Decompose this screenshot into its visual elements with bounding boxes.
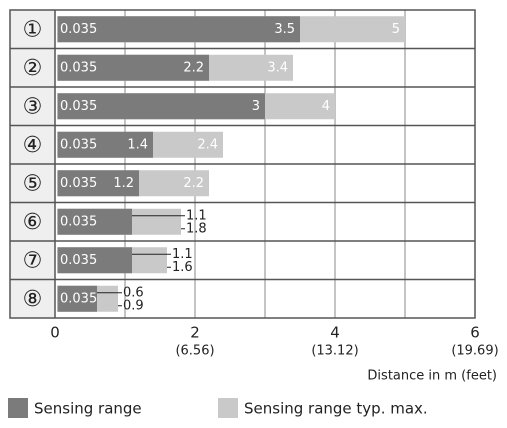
bar-range [57, 16, 301, 43]
x-tick-label: 4 [330, 324, 340, 342]
bar-range [57, 208, 133, 235]
bar-range [57, 54, 210, 81]
row-label: ⑤ [23, 171, 43, 196]
x-axis-title: Distance in m (feet) [367, 369, 497, 384]
x-tick-label: 0 [50, 324, 60, 342]
plot-border [9, 9, 476, 319]
x-tick-label: 6 [470, 324, 480, 342]
bar-range [57, 285, 97, 312]
value-label: 2.2 [183, 176, 204, 191]
min-label: 0.035 [60, 214, 97, 229]
value-label: 1.8 [186, 221, 207, 236]
legend-label: Sensing range typ. max. [244, 400, 428, 418]
bar-range [57, 170, 140, 197]
value-label: 3.5 [274, 22, 295, 37]
value-label: 0.6 [123, 285, 144, 300]
value-label: 3.4 [267, 60, 288, 75]
min-label: 0.035 [60, 176, 97, 191]
row-label: ⑦ [23, 248, 43, 273]
value-label: 4 [322, 99, 330, 114]
legend-swatch [218, 398, 238, 418]
legend-swatch [8, 398, 28, 418]
row-label: ③ [23, 94, 43, 119]
value-label: 0.9 [123, 298, 144, 313]
bar-range [57, 93, 266, 120]
value-label: 1.1 [172, 247, 193, 262]
value-label: 1.1 [186, 208, 207, 223]
value-label: 1.2 [113, 176, 134, 191]
min-label: 0.035 [60, 291, 97, 306]
min-label: 0.035 [60, 60, 97, 75]
row-label: ④ [23, 133, 43, 158]
row-label: ② [23, 56, 43, 81]
x2-tick-label: (6.56) [175, 344, 214, 359]
min-label: 0.035 [60, 99, 97, 114]
row-label: ① [23, 17, 43, 42]
value-label: 2.4 [197, 137, 218, 152]
value-label: 5 [392, 22, 400, 37]
bar-range [57, 247, 133, 274]
value-label: 1.6 [172, 260, 193, 275]
bar-range [57, 131, 154, 158]
min-label: 0.035 [60, 253, 97, 268]
row-label: ⑧ [23, 287, 43, 312]
x2-tick-label: (19.69) [451, 344, 498, 359]
legend-label: Sensing range [34, 400, 142, 418]
value-label: 2.2 [183, 60, 204, 75]
x2-tick-label: (13.12) [311, 344, 358, 359]
x-tick-label: 2 [190, 324, 200, 342]
min-label: 0.035 [60, 22, 97, 37]
row-label: ⑥ [23, 210, 43, 235]
value-label: 1.4 [127, 137, 148, 152]
min-label: 0.035 [60, 137, 97, 152]
value-label: 3 [252, 99, 260, 114]
